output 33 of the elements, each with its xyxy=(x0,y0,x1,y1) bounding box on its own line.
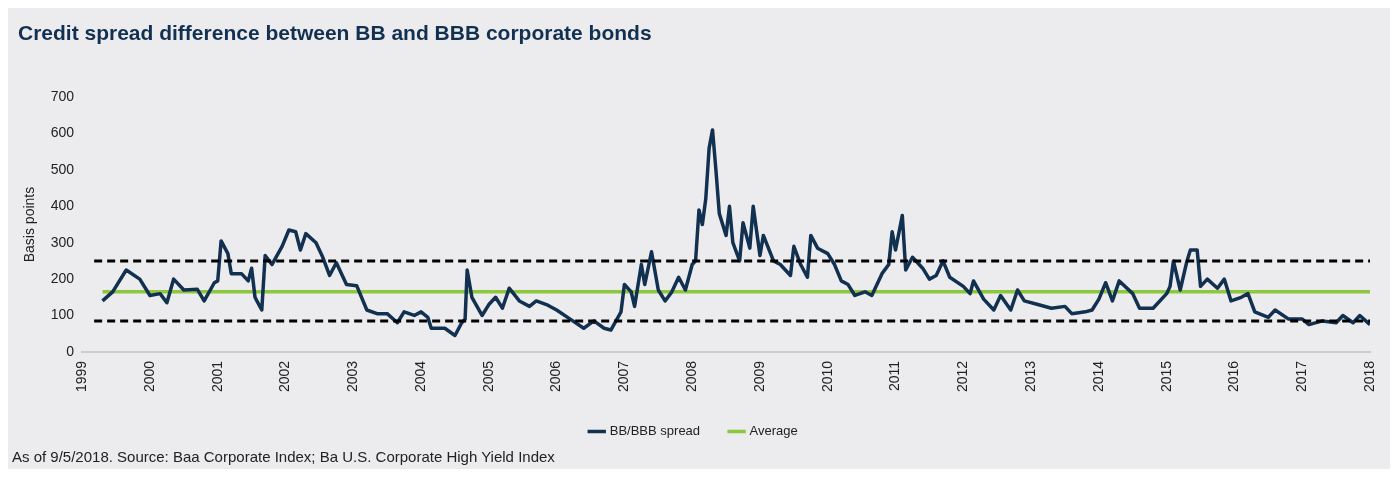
x-tick-label: 2010 xyxy=(818,360,835,393)
x-tick-label: 2007 xyxy=(615,360,632,393)
y-axis-title: Basis points xyxy=(21,186,38,263)
y-tick-label: 600 xyxy=(50,124,75,141)
x-tick-label: 1999 xyxy=(73,360,90,393)
chart-title: Credit spread difference between BB and BBB corporate bonds xyxy=(18,21,652,45)
x-tick-label: 2018 xyxy=(1360,360,1377,393)
x-tick-label: 2000 xyxy=(140,360,157,393)
x-tick-label: 2012 xyxy=(954,360,971,393)
y-tick-label: 300 xyxy=(50,233,75,250)
x-tick-label: 2013 xyxy=(1021,360,1038,393)
legend-label: Average xyxy=(749,423,798,439)
x-tick-label: 2016 xyxy=(1225,360,1242,393)
y-tick-label: 400 xyxy=(50,197,75,214)
y-tick-label: 500 xyxy=(50,160,75,177)
y-tick-label: 0 xyxy=(66,342,75,359)
y-tick-label: 100 xyxy=(50,306,75,323)
x-tick-label: 2001 xyxy=(208,360,225,393)
x-tick-label: 2003 xyxy=(344,360,361,393)
x-tick-label: 2005 xyxy=(479,360,496,393)
x-tick-label: 2009 xyxy=(750,360,767,393)
text: As of 9/5/2018. Source: Baa Corporate Index; Ba U.S. Corporate High Yield Index xyxy=(11,448,556,467)
y-tick-label: 700 xyxy=(50,88,75,105)
legend-label: BB/BBB spread xyxy=(609,423,701,439)
y-tick-label: 200 xyxy=(50,269,75,286)
x-tick-label: 2017 xyxy=(1293,360,1310,393)
x-tick-label: 2006 xyxy=(547,360,564,393)
x-tick-label: 2008 xyxy=(683,360,700,393)
x-tick-label: 2002 xyxy=(276,360,293,393)
x-tick-label: 2014 xyxy=(1089,360,1106,393)
x-tick-label: 2015 xyxy=(1157,360,1174,393)
x-tick-label: 2004 xyxy=(411,360,428,393)
x-tick-label: 2011 xyxy=(886,360,903,391)
